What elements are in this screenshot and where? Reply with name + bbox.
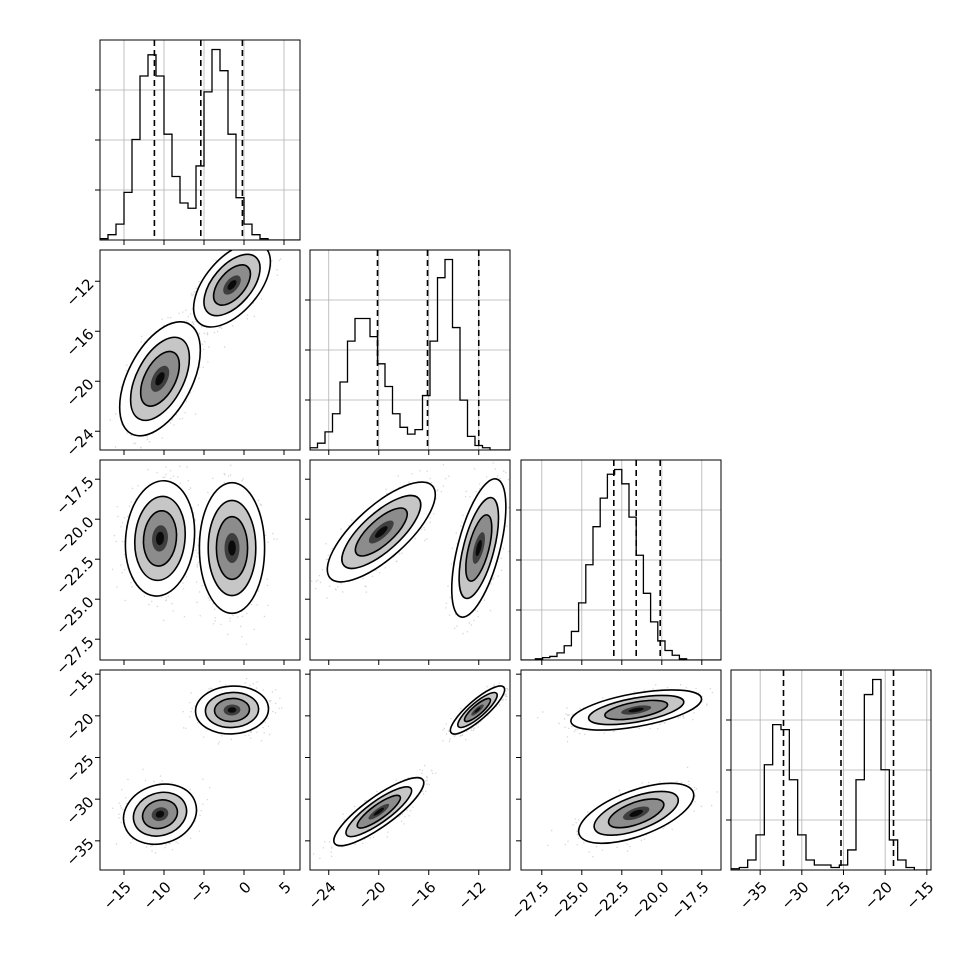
density-peak: [475, 539, 482, 557]
pair-panel-2-4: [305, 669, 511, 875]
y-tick-label: −17.5: [52, 473, 97, 518]
panel-frame: [520, 669, 722, 871]
density-peak: [227, 707, 237, 713]
pair-panel-1-4: [95, 669, 301, 875]
y-tick-label: −20: [62, 375, 97, 410]
pair-panel-1-3: [95, 459, 301, 665]
histogram-step: [100, 48, 300, 240]
x-tick-label: −15: [903, 878, 938, 913]
hist-panel-1: [95, 39, 301, 245]
hist-panel-4: [726, 669, 932, 875]
y-tick-label: −25.0: [52, 593, 97, 638]
density-peak: [227, 280, 237, 290]
y-tick-label: −27.5: [52, 633, 97, 678]
y-tick-label: −24: [62, 425, 97, 460]
x-tick-label: 0: [235, 878, 254, 897]
x-tick-label: 5: [275, 878, 294, 897]
panel-frame: [99, 39, 301, 241]
x-tick-label: −17.5: [667, 878, 712, 923]
x-tick-label: −15: [100, 878, 135, 913]
histogram-step: [731, 678, 931, 870]
density-peak: [628, 707, 644, 713]
x-tick-label: −20: [861, 878, 896, 913]
x-tick-label: −35: [736, 878, 771, 913]
pair-panel-1-2: [95, 249, 301, 455]
y-tick-label: −22.5: [52, 553, 97, 598]
density-peak: [629, 809, 643, 817]
histogram-step: [310, 258, 510, 450]
panel-frame: [309, 459, 511, 661]
panel-frame: [99, 669, 301, 871]
density-peak: [228, 540, 236, 556]
density-peak: [155, 531, 165, 546]
y-tick-label: −20.0: [52, 513, 97, 558]
hist-panel-3: [516, 459, 722, 665]
panel-frame: [99, 249, 301, 451]
density-peak: [155, 372, 165, 386]
y-tick-label: −16: [62, 325, 97, 360]
density-peak: [155, 810, 165, 818]
x-tick-label: −22.5: [587, 878, 632, 923]
density-peak: [375, 526, 388, 538]
hist-panel-2: [305, 249, 511, 455]
x-tick-label: −10: [140, 878, 175, 913]
density-peak: [474, 707, 481, 713]
x-tick-label: −25: [819, 878, 854, 913]
y-tick-label: −20: [62, 710, 97, 745]
y-tick-label: −30: [62, 793, 97, 828]
x-tick-label: −20.0: [627, 878, 672, 923]
panel-frame: [730, 669, 932, 871]
y-tick-label: −25: [62, 751, 97, 786]
x-tick-label: −24: [304, 878, 339, 913]
density-peak: [373, 807, 385, 816]
x-tick-label: −20: [354, 878, 389, 913]
panel-frame: [99, 459, 301, 661]
panel-frame: [309, 249, 511, 451]
panel-frame: [309, 669, 511, 871]
x-tick-label: −25.0: [547, 878, 592, 923]
x-tick-label: −27.5: [507, 878, 552, 923]
y-tick-label: −35: [62, 835, 97, 870]
y-tick-label: −12: [62, 275, 97, 310]
pair-panel-2-3: [305, 459, 511, 665]
x-tick-label: −16: [404, 878, 439, 913]
x-tick-label: −30: [778, 878, 813, 913]
x-tick-label: −5: [186, 878, 214, 906]
pair-panel-3-4: [516, 669, 722, 875]
x-tick-label: −12: [454, 878, 489, 913]
histogram-step: [521, 468, 721, 660]
panel-frame: [520, 459, 722, 661]
